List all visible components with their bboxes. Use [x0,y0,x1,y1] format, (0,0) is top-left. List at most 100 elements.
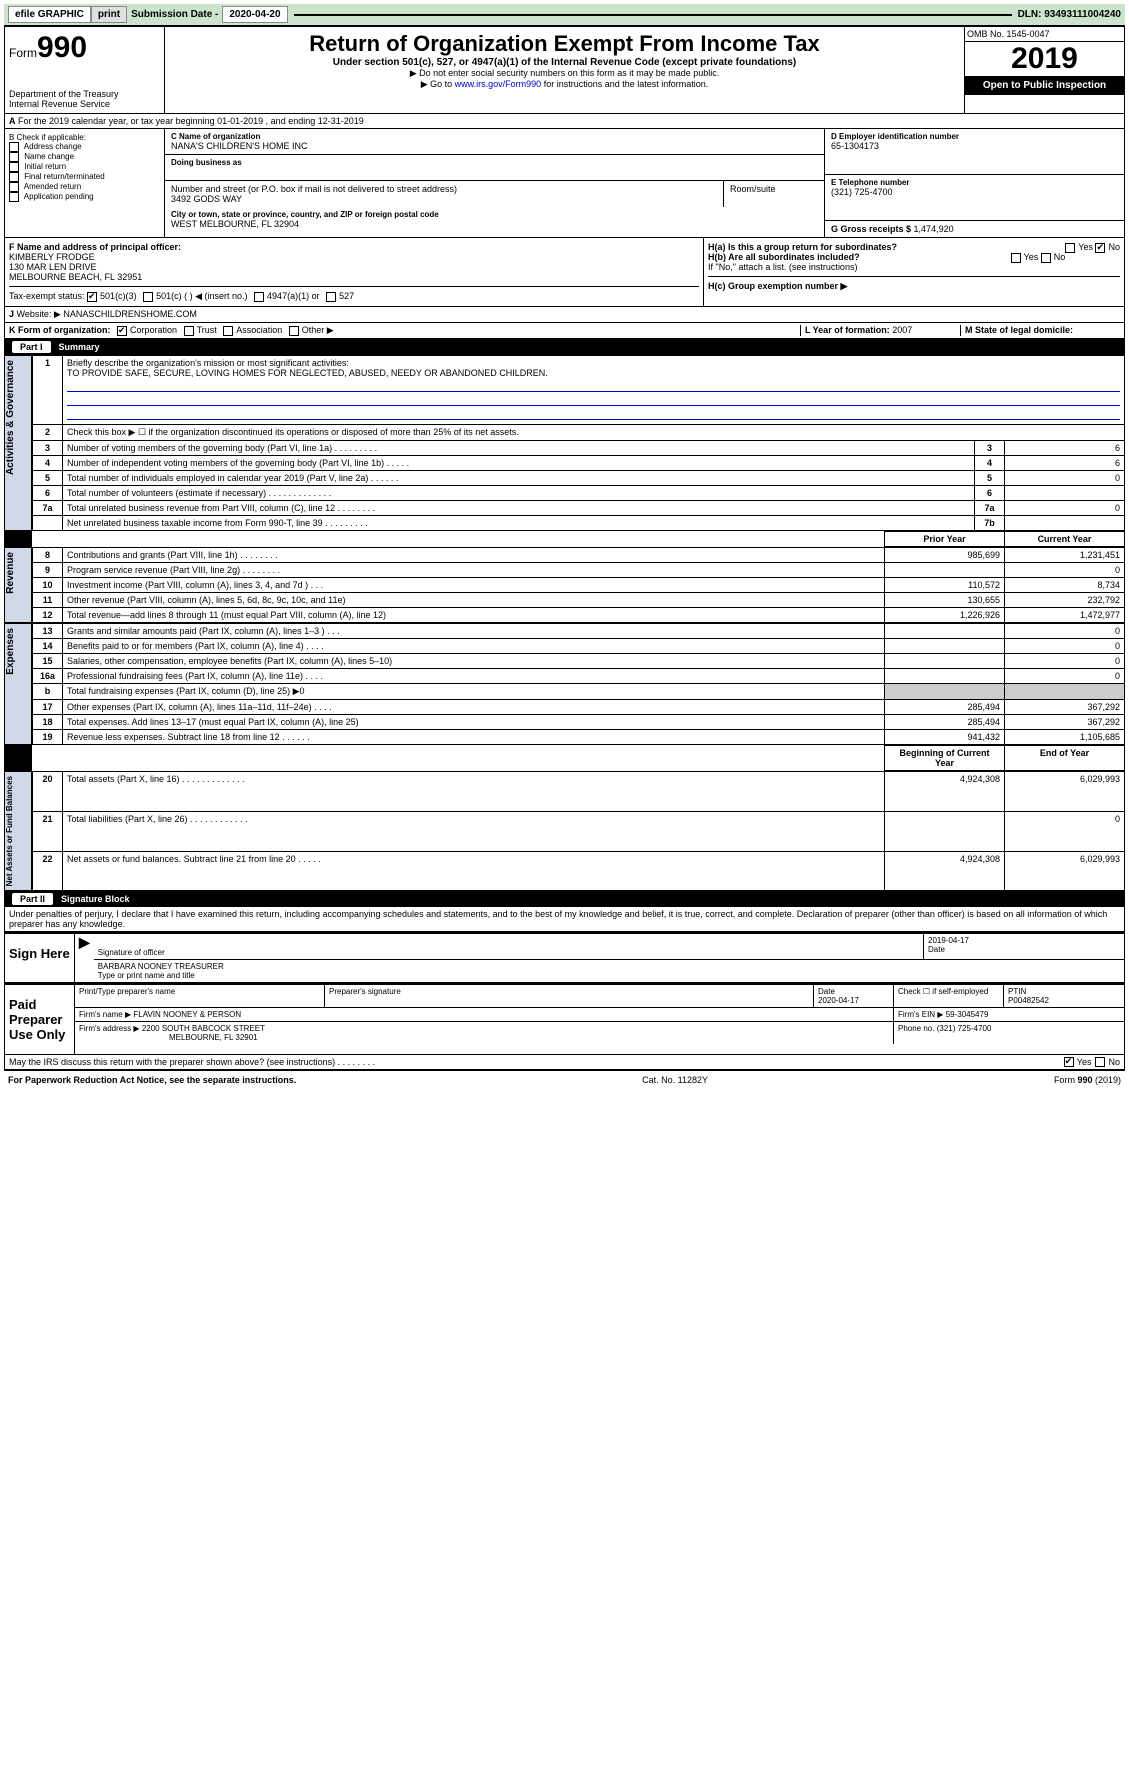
h-b: H(b) Are all subordinates included? Yes … [708,252,1120,262]
table-row: bTotal fundraising expenses (Part IX, co… [33,684,1125,700]
perjury-statement: Under penalties of perjury, I declare th… [4,907,1125,932]
tax-year: 2019 [965,42,1124,76]
table-row: 9Program service revenue (Part VIII, lin… [33,563,1125,578]
year-header-table: Prior YearCurrent Year [32,531,1125,547]
label-type-name: Type or print name and title [98,971,1120,980]
line-j: J Website: ▶ NANASCHILDRENSHOME.COM [4,307,1125,323]
sign-here-label: Sign Here [5,934,75,982]
print-button[interactable]: print [91,6,127,23]
officer-addr2: MELBOURNE BEACH, FL 32951 [9,272,699,282]
label-gross: G Gross receipts $ [831,224,914,234]
h-c: H(c) Group exemption number ▶ [708,276,1120,292]
table-row: 20Total assets (Part X, line 16) . . . .… [33,772,1125,812]
check-amended-return[interactable] [9,182,19,192]
check-assoc[interactable] [223,326,233,336]
firm-name: FLAVIN NOONEY & PERSON [133,1010,241,1019]
subtitle-3: ▶ Go to www.irs.gov/Form990 for instruct… [169,79,960,90]
check-name-change[interactable] [9,152,19,162]
h-b2: If "No," attach a list. (see instruction… [708,262,1120,272]
firm-phone: (321) 725-4700 [937,1024,992,1033]
table-row: 13Grants and similar amounts paid (Part … [33,624,1125,639]
h-a: H(a) Is this a group return for subordin… [708,242,1120,252]
line-6: Total number of volunteers (estimate if … [63,486,975,501]
check-ha-yes[interactable] [1065,243,1075,253]
hdr-curr: Current Year [1005,532,1125,547]
table-row: 17Other expenses (Part IX, column (A), l… [33,700,1125,715]
side-netassets: Net Assets or Fund Balances [4,771,32,891]
table-row: 14Benefits paid to or for members (Part … [33,639,1125,654]
label-date: Date [928,945,1120,954]
val-6 [1005,486,1125,501]
label-ein: D Employer identification number [831,132,1118,141]
subtitle-1: Under section 501(c), 527, or 4947(a)(1)… [169,57,960,68]
label-city: City or town, state or province, country… [171,210,818,219]
hdr-end: End of Year [1005,746,1125,771]
check-501c3[interactable] [87,292,97,302]
check-discuss-no[interactable] [1095,1057,1105,1067]
hdr-beg: Beginning of Current Year [885,746,1005,771]
label-sig-officer: Signature of officer [98,948,919,957]
label-address: Number and street (or P.O. box if mail i… [171,184,717,194]
ptin: P00482542 [1008,996,1049,1005]
org-address: 3492 GODS WAY [171,194,717,204]
check-501c[interactable] [143,292,153,302]
line-7b: Net unrelated business taxable income fr… [63,516,975,531]
val-7a: 0 [1005,501,1125,516]
check-discuss-yes[interactable] [1064,1057,1074,1067]
line-k-l-m: K Form of organization: Corporation Trus… [4,323,1125,339]
top-bar: efile GRAPHIC print Submission Date - 20… [4,4,1125,25]
org-city: WEST MELBOURNE, FL 32904 [171,219,818,229]
gross-receipts: 1,474,920 [914,224,954,234]
table-row: 18Total expenses. Add lines 13–17 (must … [33,715,1125,730]
governance-table: 1Briefly describe the organization's mis… [32,355,1125,531]
form-number: Form990 [9,31,160,65]
subtitle-2: ▶ Do not enter social security numbers o… [169,68,960,79]
firm-ein: 59-3045479 [946,1010,989,1019]
signer-name: BARBARA NOONEY TREASURER [98,962,1120,971]
box-b-option: Initial return [9,162,160,172]
irs-link[interactable]: www.irs.gov/Form990 [455,79,542,89]
hdr-prior: Prior Year [885,532,1005,547]
firm-address: 2200 SOUTH BABCOCK STREET [142,1024,265,1033]
line-7a: Total unrelated business revenue from Pa… [63,501,975,516]
submission-date: 2020-04-20 [222,6,287,23]
table-row: 15Salaries, other compensation, employee… [33,654,1125,669]
part2-header: Part IISignature Block [4,891,1125,907]
balance-header-table: Beginning of Current YearEnd of Year [32,745,1125,771]
officer-name: KIMBERLY FRODGE [9,252,699,262]
box-b-option: Application pending [9,192,160,202]
discuss-row: May the IRS discuss this return with the… [4,1055,1125,1070]
form-header: Form990 Department of the Treasury Inter… [4,25,1125,114]
check-corp[interactable] [117,326,127,336]
expenses-table: 13Grants and similar amounts paid (Part … [32,623,1125,745]
check-trust[interactable] [184,326,194,336]
check-final-return-terminated[interactable] [9,172,19,182]
label-room: Room/suite [730,184,818,194]
check-address-change[interactable] [9,142,19,152]
check-hb-no[interactable] [1041,253,1051,263]
year-formation: 2007 [892,325,912,335]
check-4947[interactable] [254,292,264,302]
box-b-option: Amended return [9,182,160,192]
box-b: B Check if applicable: Address change Na… [5,129,165,237]
label-tax-exempt: Tax-exempt status: [9,291,85,301]
officer-addr1: 130 MAR LEN DRIVE [9,262,699,272]
check-527[interactable] [326,292,336,302]
box-b-header: B Check if applicable: [9,133,160,142]
label-org-name: C Name of organization [171,132,818,141]
check-initial-return[interactable] [9,162,19,172]
check-application-pending[interactable] [9,192,19,202]
line-5: Total number of individuals employed in … [63,471,975,486]
check-other[interactable] [289,326,299,336]
section-b-c-d: B Check if applicable: Address change Na… [4,129,1125,238]
dln: DLN: 93493111004240 [1018,9,1121,20]
label-self-employed: Check ☐ if self-employed [894,985,1004,1007]
line-3: Number of voting members of the governin… [63,441,975,456]
check-hb-yes[interactable] [1011,253,1021,263]
opt-501c3: 501(c)(3) [100,291,137,301]
sign-here-block: Sign Here ▶ Signature of officer 2019-04… [4,932,1125,983]
label-preparer-sig: Preparer's signature [325,985,814,1007]
label-officer: F Name and address of principal officer: [9,242,699,252]
table-row: 16aProfessional fundraising fees (Part I… [33,669,1125,684]
check-ha-no[interactable] [1095,243,1105,253]
